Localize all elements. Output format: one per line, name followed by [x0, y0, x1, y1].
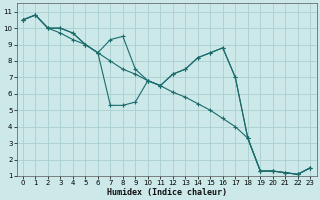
X-axis label: Humidex (Indice chaleur): Humidex (Indice chaleur)	[107, 188, 227, 197]
